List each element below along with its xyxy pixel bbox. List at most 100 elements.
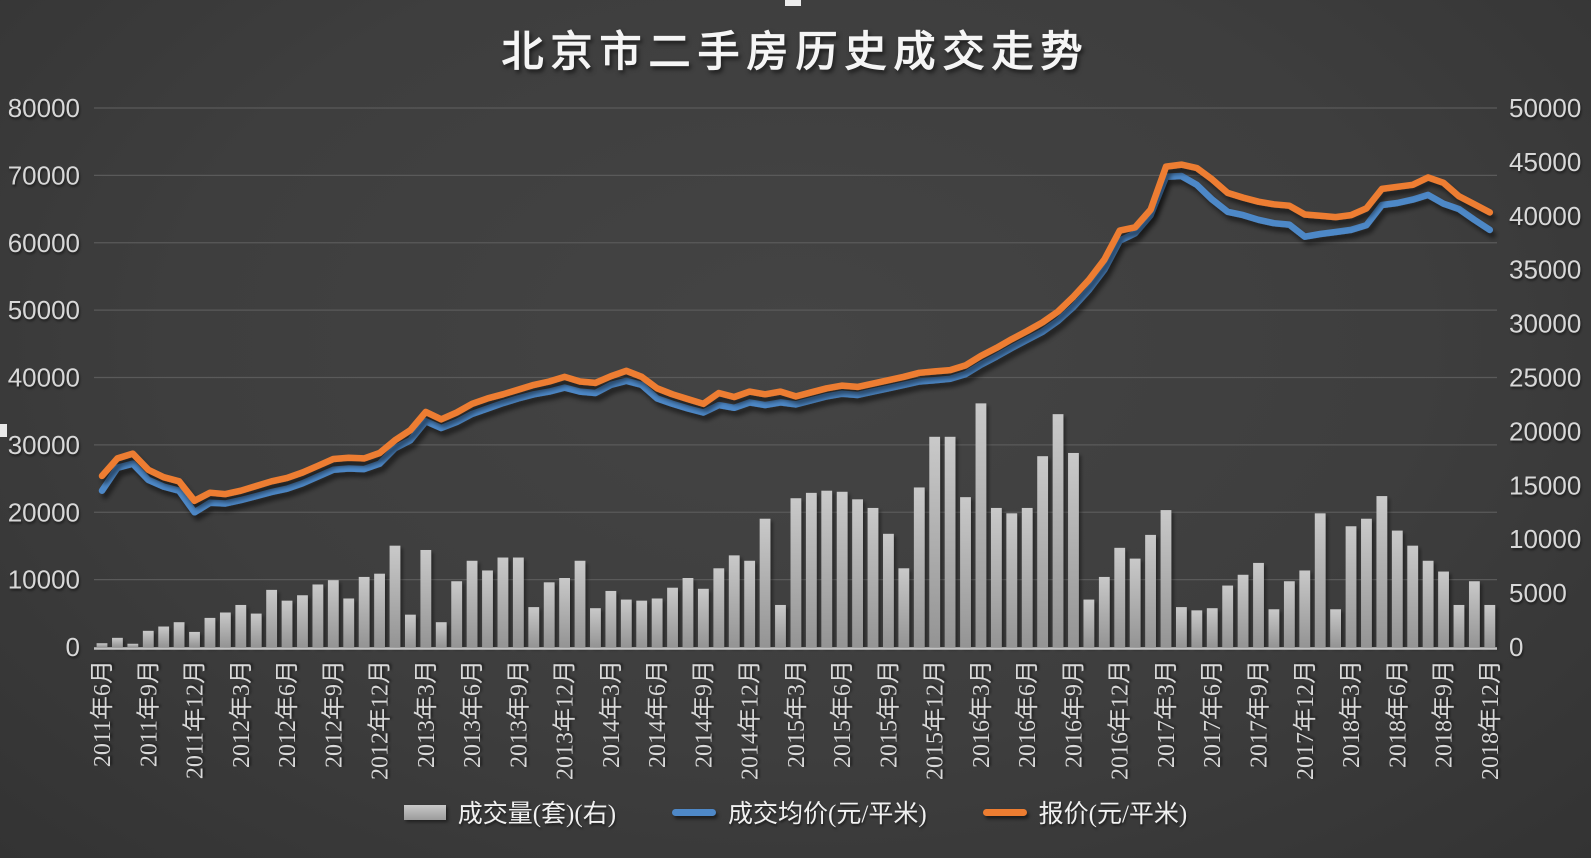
- volume-bar: [929, 436, 941, 647]
- x-axis-tick: 2014年9月: [690, 660, 717, 768]
- x-axis-labels: 2011年6月 2011年9月 2011年12月 2012年3月 2012年6月 2012…: [89, 660, 1504, 780]
- x-axis-tick: 2012年6月: [274, 660, 301, 768]
- x-axis-tick: 2016年6月: [1014, 660, 1041, 768]
- right-axis-tick: 10000: [1509, 524, 1581, 554]
- x-axis-tick: 2018年9月: [1431, 660, 1458, 768]
- right-axis-tick: 0: [1509, 632, 1523, 662]
- volume-bar: [1206, 608, 1218, 647]
- volume-bar: [898, 568, 910, 647]
- x-axis-tick: 2013年6月: [459, 660, 486, 768]
- volume-bar: [451, 581, 463, 647]
- volume-bar: [466, 560, 478, 647]
- volume-bar: [574, 560, 586, 647]
- x-axis-tick: 2012年12月: [367, 660, 394, 780]
- volume-bar: [374, 573, 385, 647]
- volume-bar: [667, 587, 678, 647]
- right-axis-tick: 25000: [1509, 363, 1581, 393]
- legend-label-volume: 成交量(套)(右): [457, 801, 617, 828]
- volume-bar: [1422, 560, 1434, 647]
- volume-bar: [1253, 562, 1264, 647]
- volume-bar: [343, 598, 355, 647]
- volume-bar: [1453, 604, 1465, 647]
- volume-bar: [590, 608, 601, 647]
- x-axis-tick: 2017年12月: [1292, 660, 1319, 780]
- volume-bar: [312, 584, 324, 647]
- volume-bar: [420, 549, 432, 647]
- legend-item-avg-price[interactable]: 成交均价(元/平米): [672, 794, 927, 830]
- right-axis-tick: 20000: [1509, 416, 1581, 446]
- x-axis-tick: 2017年9月: [1246, 660, 1273, 768]
- volume-bar: [327, 580, 339, 647]
- volume-bar: [1299, 570, 1311, 647]
- volume-bar: [1330, 609, 1341, 647]
- volume-bar: [512, 557, 524, 647]
- volume-bar: [821, 490, 833, 647]
- volume-bar: [1021, 507, 1033, 647]
- left-axis-tick: 30000: [8, 430, 80, 460]
- x-axis-tick: 2015年6月: [829, 660, 856, 768]
- legend-item-asking-price[interactable]: 报价(元/平米): [982, 794, 1188, 830]
- left-axis-labels: 80000 70000 60000 50000 40000 30000 20000 10000…: [8, 93, 80, 662]
- volume-bar: [358, 576, 370, 647]
- volume-bar: [1037, 456, 1049, 647]
- right-axis-tick: 50000: [1509, 93, 1581, 123]
- right-axis-tick: 35000: [1509, 255, 1581, 285]
- x-axis-tick: 2018年12月: [1477, 660, 1504, 780]
- volume-bar: [127, 643, 139, 647]
- volume-bar: [651, 598, 663, 647]
- volume-bar: [1052, 414, 1064, 647]
- right-axis-tick: 30000: [1509, 309, 1581, 339]
- x-axis-tick: 2013年9月: [505, 660, 532, 768]
- volume-bar: [158, 626, 170, 647]
- legend-label-avg-price: 成交均价(元/平米): [728, 801, 927, 828]
- volume-bar: [235, 604, 247, 647]
- asking-price-swatch-icon: [982, 808, 1027, 816]
- right-axis-tick: 45000: [1509, 147, 1581, 177]
- volume-bar: [1006, 513, 1018, 647]
- volume-bar: [1176, 607, 1187, 647]
- right-axis-tick: 15000: [1509, 470, 1581, 500]
- volume-bar: [1222, 585, 1234, 647]
- volume-bar: [219, 612, 231, 647]
- volume-bar: [990, 507, 1002, 647]
- volume-bar: [112, 637, 123, 647]
- volume-bar: [1083, 599, 1095, 647]
- left-axis-tick: 40000: [8, 363, 80, 393]
- x-axis-tick: 2013年3月: [413, 660, 440, 768]
- volume-bar: [1068, 452, 1079, 647]
- volume-bar: [605, 590, 617, 647]
- avg-price-swatch-icon: [672, 808, 717, 816]
- volume-bar: [173, 622, 185, 647]
- x-axis-tick: 2018年6月: [1384, 660, 1411, 768]
- x-axis-tick: 2014年12月: [737, 660, 764, 780]
- volume-bar: [559, 578, 570, 647]
- volume-bar: [944, 436, 956, 647]
- volume-bar: [1314, 513, 1326, 647]
- volume-bar: [1268, 609, 1280, 647]
- right-axis-tick: 40000: [1509, 201, 1581, 231]
- volume-bar: [1129, 558, 1141, 647]
- x-axis-tick: 2012年9月: [320, 660, 347, 768]
- volume-bar: [836, 491, 848, 647]
- chart-title: 北京市二手房历史成交走势: [501, 30, 1090, 76]
- volume-bar: [497, 557, 509, 647]
- volume-bar: [189, 631, 200, 647]
- left-edge-artifact: [0, 424, 7, 437]
- asking-price-line: [98, 161, 1494, 505]
- volume-bar: [266, 589, 278, 647]
- volume-bar: [528, 607, 540, 647]
- x-axis-tick: 2015年9月: [875, 660, 902, 768]
- legend-label-asking-price: 报价(元/平米): [1038, 801, 1188, 828]
- volume-bar: [759, 518, 771, 647]
- volume-bar: [1191, 610, 1203, 647]
- legend-item-volume[interactable]: 成交量(套)(右): [403, 794, 617, 830]
- x-axis-tick: 2011年6月: [89, 660, 116, 767]
- slide-top-artifact: [785, 0, 801, 6]
- x-axis-tick: 2016年12月: [1107, 660, 1134, 780]
- volume-bar: [96, 643, 108, 647]
- left-axis-tick: 20000: [8, 497, 80, 527]
- volume-bar: [867, 507, 879, 647]
- x-axis-tick: 2013年12月: [552, 660, 579, 780]
- volume-bar: [297, 595, 308, 647]
